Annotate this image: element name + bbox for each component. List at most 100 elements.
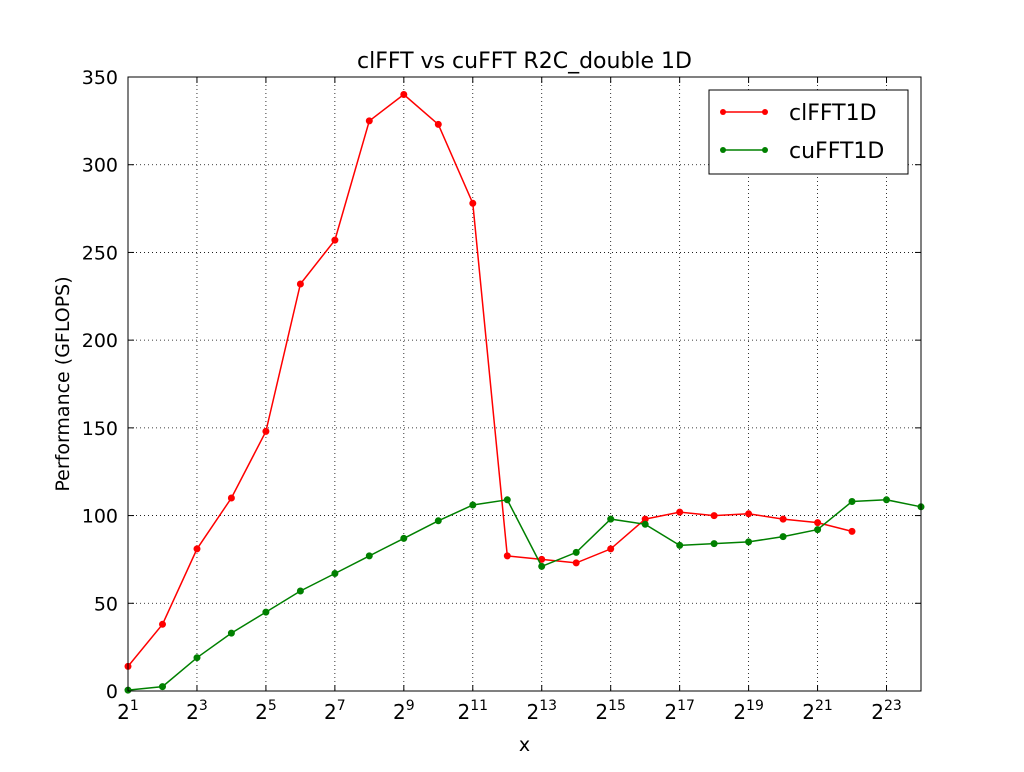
- y-tick-label: 100: [82, 506, 118, 528]
- plot-frame: [127, 76, 922, 692]
- data-point: [814, 519, 822, 527]
- x-tick-base: 2: [871, 700, 884, 724]
- y-tick-label: 300: [82, 155, 118, 177]
- x-tick-exponent: 7: [337, 698, 346, 714]
- x-tick-exponent: 3: [199, 698, 208, 714]
- legend: clFFT1D cuFFT1D: [708, 89, 909, 175]
- x-tick-label: 219: [733, 698, 764, 724]
- data-point: [296, 280, 304, 288]
- y-tick-label: 200: [82, 330, 118, 352]
- series-layer: [124, 91, 925, 694]
- data-point: [883, 496, 890, 504]
- data-point: [296, 587, 304, 595]
- x-tick-base: 2: [255, 700, 268, 724]
- x-tick-base: 2: [186, 700, 199, 724]
- x-tick-base: 2: [458, 700, 471, 724]
- series-cuFFT1D: [124, 496, 925, 694]
- data-point: [227, 494, 235, 502]
- data-point: [434, 120, 442, 128]
- series-line: [127, 93, 853, 667]
- x-tick-exponent: 1: [130, 698, 139, 714]
- x-tick-label: 211: [458, 698, 489, 724]
- x-tick-label: 25: [255, 698, 277, 724]
- data-point: [503, 496, 511, 504]
- data-point: [814, 526, 822, 534]
- y-axis-label: Performance (GFLOPS): [52, 276, 74, 491]
- data-point: [572, 559, 580, 567]
- x-tick-exponent: 21: [815, 698, 833, 714]
- x-tick-exponent: 15: [608, 698, 626, 714]
- data-point: [641, 520, 649, 528]
- x-tick-exponent: 13: [539, 698, 557, 714]
- x-tick-base: 2: [595, 700, 608, 724]
- data-point: [227, 629, 235, 637]
- data-point: [469, 501, 477, 509]
- data-point: [159, 620, 166, 628]
- data-point: [400, 534, 408, 542]
- data-point: [159, 683, 166, 691]
- data-point: [503, 552, 511, 560]
- y-tick-label: 150: [82, 418, 118, 440]
- data-point: [848, 498, 856, 505]
- x-tick-exponent: 9: [406, 698, 415, 714]
- x-tick-base: 2: [526, 700, 539, 724]
- y-tick-label: 0: [106, 681, 118, 703]
- series-clFFT1D: [124, 91, 856, 670]
- series-line: [127, 498, 922, 691]
- x-tick-label: 213: [526, 698, 557, 724]
- x-tick-base: 2: [324, 700, 337, 724]
- x-tick-exponent: 5: [268, 698, 277, 714]
- data-point: [848, 527, 856, 535]
- data-point: [434, 517, 442, 525]
- data-point: [365, 552, 373, 560]
- legend-entry: cuFFT1D: [720, 139, 884, 164]
- x-tick-label: 221: [802, 698, 833, 724]
- data-point: [779, 515, 787, 523]
- x-tick-label: 215: [595, 698, 626, 724]
- x-tick-base: 2: [664, 700, 677, 724]
- x-tick-label: 217: [664, 698, 695, 724]
- data-point: [572, 548, 580, 556]
- x-tick-label: 23: [186, 698, 208, 724]
- plot-area: [128, 77, 921, 691]
- legend-swatch-marker: [720, 109, 726, 115]
- data-point: [538, 562, 546, 570]
- data-point: [676, 541, 684, 549]
- legend-box: [708, 89, 909, 175]
- x-tick-label: 29: [393, 698, 415, 724]
- data-point: [745, 538, 753, 546]
- data-point: [193, 545, 201, 553]
- data-point: [365, 117, 373, 125]
- x-tick-base: 2: [733, 700, 746, 724]
- data-point: [676, 508, 684, 516]
- x-axis-label: x: [519, 734, 530, 756]
- data-point: [607, 545, 615, 553]
- data-point: [607, 515, 615, 523]
- y-tick-label: 350: [82, 67, 118, 89]
- legend-entry: clFFT1D: [720, 101, 877, 126]
- data-point: [400, 91, 408, 98]
- data-point: [745, 510, 753, 518]
- x-tick-exponent: 11: [470, 698, 488, 714]
- y-tick-label: 50: [94, 593, 118, 615]
- data-point: [262, 608, 270, 616]
- data-point: [193, 654, 201, 662]
- x-tick-label: 27: [324, 698, 346, 724]
- x-tick-exponent: 23: [884, 698, 902, 714]
- legend-label: clFFT1D: [789, 101, 877, 126]
- x-tick-base: 2: [802, 700, 815, 724]
- data-point: [331, 236, 339, 244]
- data-point: [262, 427, 270, 435]
- legend-label: cuFFT1D: [789, 139, 884, 164]
- data-point: [710, 540, 718, 548]
- x-tick-exponent: 19: [746, 698, 764, 714]
- x-tick-label: 223: [871, 698, 902, 724]
- y-tick-label: 250: [82, 242, 118, 264]
- x-tick-base: 2: [117, 700, 130, 724]
- data-point: [469, 199, 477, 207]
- data-point: [779, 533, 787, 541]
- data-point: [331, 570, 339, 577]
- x-tick-base: 2: [393, 700, 406, 724]
